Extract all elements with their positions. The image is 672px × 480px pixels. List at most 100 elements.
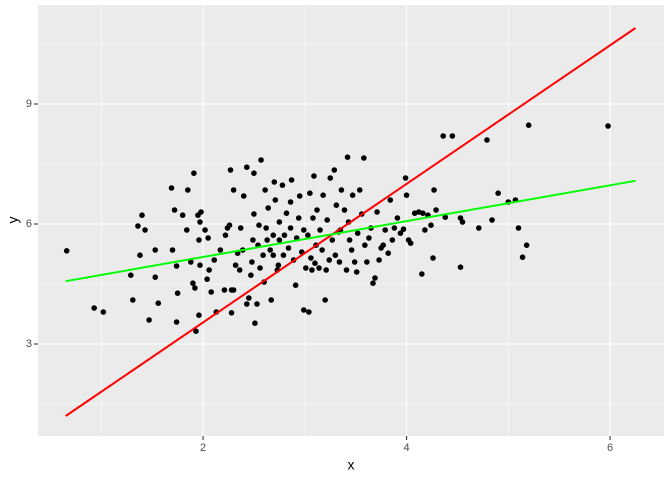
point	[248, 272, 254, 279]
point	[428, 222, 434, 228]
point	[364, 259, 370, 265]
point	[135, 223, 141, 229]
point	[155, 300, 162, 307]
point	[309, 267, 315, 273]
point	[348, 247, 355, 253]
point	[281, 232, 288, 238]
point	[336, 259, 343, 265]
point	[262, 187, 268, 193]
point	[433, 207, 439, 213]
point	[306, 309, 312, 315]
point	[173, 319, 180, 325]
point	[326, 257, 333, 263]
point	[317, 227, 323, 233]
y-tick-label: 9	[26, 98, 32, 110]
point	[372, 275, 378, 281]
point	[268, 297, 275, 303]
point	[344, 154, 351, 160]
point	[128, 272, 134, 279]
point	[341, 207, 348, 213]
point	[316, 265, 322, 271]
point	[251, 170, 257, 176]
point	[183, 227, 190, 233]
fit-line	[65, 27, 637, 417]
y-tick-label: 3	[26, 338, 32, 350]
point	[327, 175, 334, 181]
point	[312, 260, 318, 267]
y-tick-label: 6	[26, 218, 32, 230]
point	[484, 137, 490, 143]
point	[226, 222, 233, 228]
point	[217, 247, 224, 253]
point	[519, 254, 526, 260]
point	[349, 192, 356, 198]
point	[457, 264, 464, 271]
point	[311, 173, 317, 179]
point	[354, 230, 361, 236]
point	[244, 301, 250, 307]
point	[333, 202, 340, 208]
point	[422, 227, 428, 233]
point	[323, 267, 329, 273]
point	[382, 227, 388, 233]
point	[407, 240, 414, 246]
point	[324, 217, 330, 223]
point	[265, 205, 271, 211]
point	[146, 317, 152, 323]
point	[387, 197, 394, 203]
point	[343, 267, 350, 273]
point	[402, 175, 409, 181]
point	[236, 267, 243, 273]
point	[263, 225, 269, 231]
point	[403, 192, 410, 198]
point	[192, 285, 198, 291]
point	[385, 250, 392, 256]
point	[208, 289, 214, 295]
point	[476, 225, 482, 231]
y-axis-title: y	[5, 217, 21, 224]
point	[356, 187, 363, 193]
point	[191, 170, 197, 176]
point	[139, 212, 145, 218]
point	[296, 193, 303, 199]
point	[319, 247, 325, 253]
point	[440, 133, 446, 139]
point	[605, 123, 611, 129]
x-tick-label: 6	[607, 442, 613, 454]
point	[489, 217, 495, 223]
point	[366, 235, 372, 241]
point	[320, 192, 326, 198]
point	[244, 164, 250, 170]
x-tick-label: 4	[403, 442, 409, 454]
point	[449, 133, 456, 139]
point	[230, 287, 237, 293]
point	[419, 271, 425, 277]
point	[130, 297, 136, 303]
point	[91, 305, 97, 311]
point	[169, 247, 176, 253]
point	[173, 263, 180, 269]
point	[279, 182, 286, 188]
point	[394, 215, 401, 221]
point	[362, 242, 368, 248]
point	[300, 307, 307, 313]
point	[459, 219, 466, 225]
point	[174, 290, 181, 297]
point	[300, 227, 307, 233]
point	[256, 222, 262, 228]
grid	[38, 5, 664, 436]
point	[193, 328, 199, 335]
point	[270, 252, 277, 258]
fit-line	[65, 179, 636, 283]
point	[152, 247, 159, 253]
point	[276, 237, 283, 243]
point	[271, 179, 278, 185]
point	[250, 237, 256, 243]
point	[251, 211, 257, 217]
point	[307, 190, 313, 196]
point	[430, 255, 436, 261]
point	[240, 193, 247, 199]
point	[100, 309, 107, 315]
point	[308, 255, 314, 261]
point	[431, 187, 437, 193]
